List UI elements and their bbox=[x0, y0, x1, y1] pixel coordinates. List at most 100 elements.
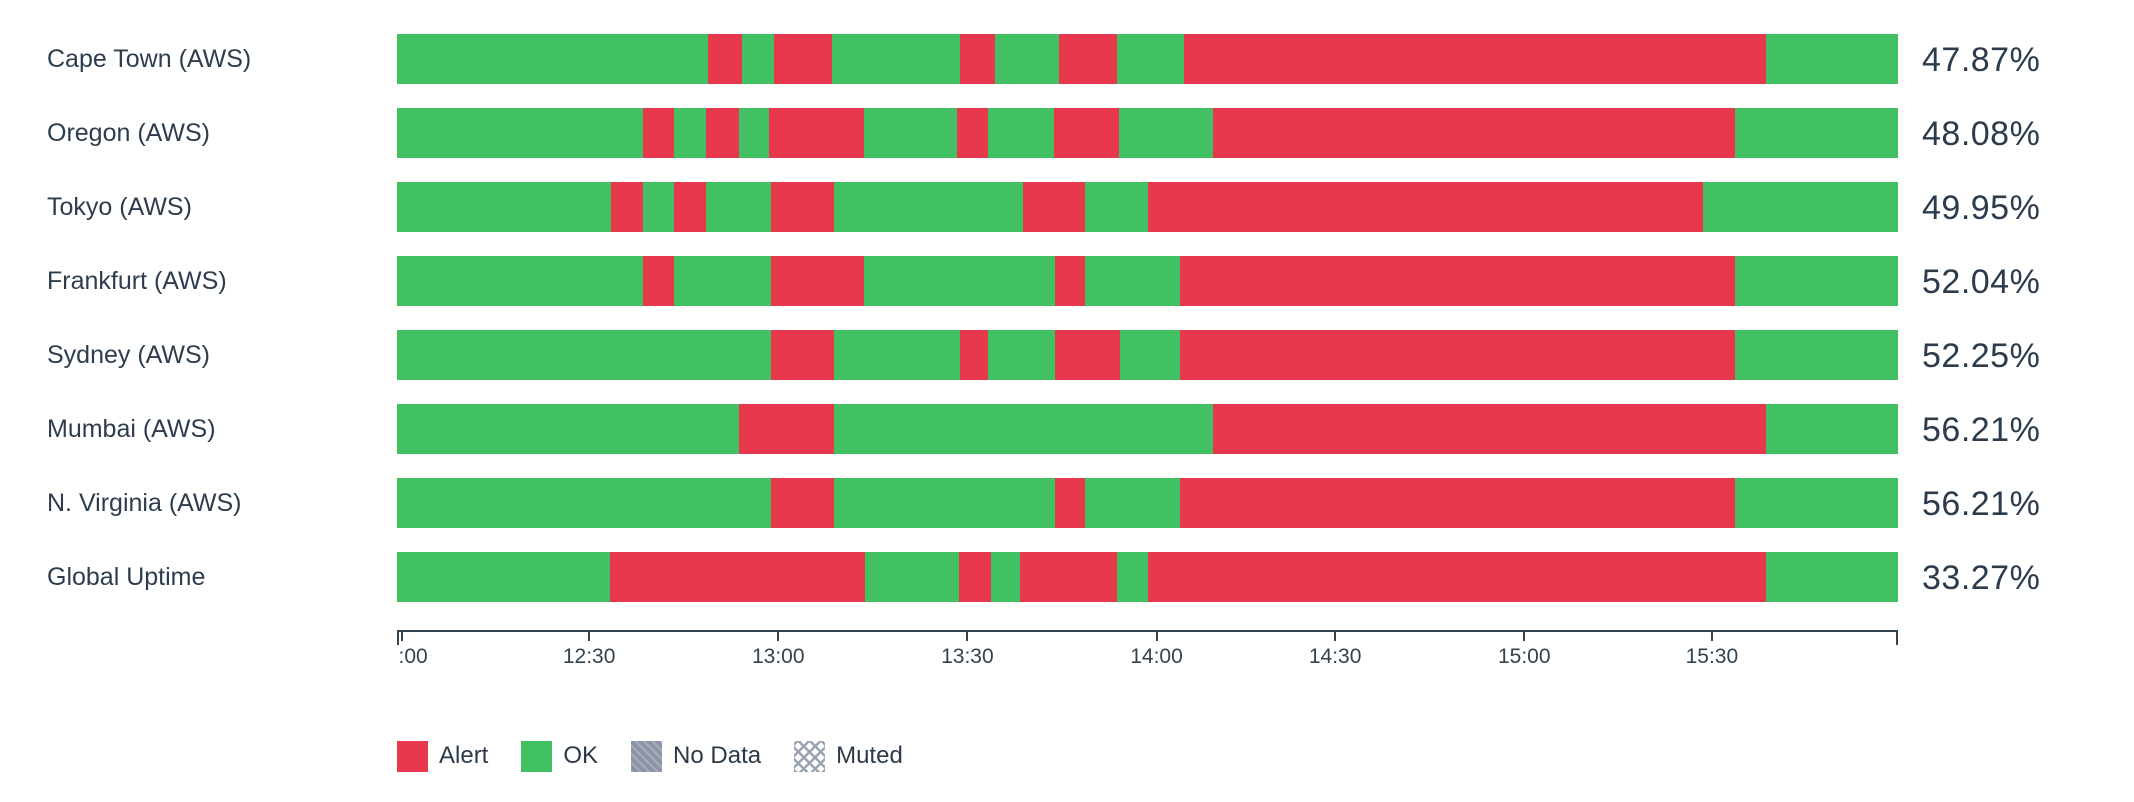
x-axis-tick-label: 14:30 bbox=[1308, 645, 1362, 668]
bar-segment-alert[interactable] bbox=[1054, 478, 1086, 528]
bar-segment-ok[interactable] bbox=[1735, 256, 1898, 306]
bar-segment-alert[interactable] bbox=[771, 330, 835, 380]
uptime-bar[interactable] bbox=[397, 552, 1898, 602]
bar-segment-ok[interactable] bbox=[397, 552, 610, 602]
uptime-bar[interactable] bbox=[397, 478, 1898, 528]
bar-segment-alert[interactable] bbox=[1148, 182, 1704, 232]
bar-segment-ok[interactable] bbox=[1085, 182, 1149, 232]
bar-segment-ok[interactable] bbox=[834, 404, 1213, 454]
bar-segment-ok[interactable] bbox=[834, 330, 960, 380]
bar-segment-ok[interactable] bbox=[1703, 182, 1898, 232]
bar-segment-alert[interactable] bbox=[1212, 108, 1736, 158]
bar-segment-ok[interactable] bbox=[1117, 552, 1149, 602]
legend-label: Alert bbox=[439, 742, 489, 769]
bar-segment-alert[interactable] bbox=[1180, 478, 1736, 528]
bar-segment-alert[interactable] bbox=[959, 34, 995, 84]
row-label: Oregon (AWS) bbox=[47, 119, 211, 147]
bar-segment-ok[interactable] bbox=[674, 256, 772, 306]
bar-segment-ok[interactable] bbox=[1119, 108, 1213, 158]
x-axis-tick-label: :00 bbox=[398, 645, 428, 668]
bar-segment-ok[interactable] bbox=[643, 182, 675, 232]
bar-segment-alert[interactable] bbox=[1180, 330, 1736, 380]
x-axis-tick bbox=[1523, 632, 1526, 641]
bar-segment-ok[interactable] bbox=[742, 34, 774, 84]
bar-segment-alert[interactable] bbox=[1054, 256, 1086, 306]
bar-segment-alert[interactable] bbox=[643, 256, 675, 306]
bar-segment-ok[interactable] bbox=[397, 34, 708, 84]
bar-segment-ok[interactable] bbox=[1116, 34, 1185, 84]
bar-segment-ok[interactable] bbox=[1085, 256, 1181, 306]
uptime-bar[interactable] bbox=[397, 330, 1898, 380]
bar-segment-ok[interactable] bbox=[1735, 478, 1898, 528]
bar-segment-ok[interactable] bbox=[834, 478, 1055, 528]
bar-segment-alert[interactable] bbox=[674, 182, 707, 232]
bar-segment-ok[interactable] bbox=[834, 182, 1023, 232]
row-label: Sydney (AWS) bbox=[47, 341, 211, 369]
bar-segment-alert[interactable] bbox=[959, 330, 989, 380]
x-axis-tick bbox=[966, 632, 969, 641]
bar-segment-ok[interactable] bbox=[864, 256, 1055, 306]
bar-segment-ok[interactable] bbox=[988, 330, 1055, 380]
bar-segment-alert[interactable] bbox=[738, 404, 835, 454]
bar-segment-alert[interactable] bbox=[609, 552, 866, 602]
uptime-bar[interactable] bbox=[397, 256, 1898, 306]
uptime-percent: 47.87% bbox=[1922, 41, 2041, 79]
bar-segment-alert[interactable] bbox=[1054, 108, 1120, 158]
bar-segment-ok[interactable] bbox=[1119, 330, 1181, 380]
bar-segment-ok[interactable] bbox=[988, 108, 1055, 158]
bar-segment-alert[interactable] bbox=[1019, 552, 1118, 602]
bar-segment-alert[interactable] bbox=[706, 108, 739, 158]
bar-segment-ok[interactable] bbox=[1766, 404, 1898, 454]
bar-segment-alert[interactable] bbox=[773, 34, 832, 84]
bar-segment-alert[interactable] bbox=[768, 108, 865, 158]
bar-segment-ok[interactable] bbox=[1085, 478, 1181, 528]
x-axis-tick bbox=[401, 632, 404, 641]
x-axis-line bbox=[397, 630, 1898, 632]
bar-segment-alert[interactable] bbox=[611, 182, 643, 232]
bar-segment-ok[interactable] bbox=[831, 34, 960, 84]
bar-segment-alert[interactable] bbox=[957, 108, 989, 158]
bar-segment-alert[interactable] bbox=[771, 256, 865, 306]
bar-segment-ok[interactable] bbox=[397, 330, 772, 380]
bar-segment-alert[interactable] bbox=[1148, 552, 1767, 602]
bar-segment-alert[interactable] bbox=[1058, 34, 1117, 84]
bar-segment-ok[interactable] bbox=[397, 478, 772, 528]
status-row: Sydney (AWS) 52.25% bbox=[0, 330, 2134, 380]
bar-segment-ok[interactable] bbox=[674, 108, 707, 158]
legend-item-ok[interactable]: OK bbox=[521, 740, 598, 772]
bar-segment-ok[interactable] bbox=[738, 108, 769, 158]
bar-segment-alert[interactable] bbox=[1212, 404, 1767, 454]
uptime-bar[interactable] bbox=[397, 404, 1898, 454]
legend-item-no_data[interactable]: No Data bbox=[631, 740, 761, 772]
uptime-bar[interactable] bbox=[397, 34, 1898, 84]
bar-segment-ok[interactable] bbox=[397, 256, 643, 306]
bar-segment-ok[interactable] bbox=[864, 108, 958, 158]
status-row: Frankfurt (AWS) 52.04% bbox=[0, 256, 2134, 306]
bar-segment-alert[interactable] bbox=[643, 108, 675, 158]
bar-segment-ok[interactable] bbox=[397, 404, 739, 454]
x-axis-tick bbox=[1155, 632, 1158, 641]
uptime-bar[interactable] bbox=[397, 108, 1898, 158]
legend-item-muted[interactable]: Muted bbox=[794, 740, 903, 772]
bar-segment-alert[interactable] bbox=[1184, 34, 1766, 84]
bar-segment-ok[interactable] bbox=[1735, 108, 1898, 158]
bar-segment-ok[interactable] bbox=[397, 108, 643, 158]
bar-segment-ok[interactable] bbox=[706, 182, 772, 232]
bar-segment-ok[interactable] bbox=[865, 552, 959, 602]
bar-segment-alert[interactable] bbox=[1054, 330, 1120, 380]
legend-item-alert[interactable]: Alert bbox=[397, 740, 489, 772]
bar-segment-ok[interactable] bbox=[994, 34, 1059, 84]
bar-segment-alert[interactable] bbox=[1180, 256, 1736, 306]
uptime-bar[interactable] bbox=[397, 182, 1898, 232]
bar-segment-alert[interactable] bbox=[958, 552, 992, 602]
bar-segment-ok[interactable] bbox=[397, 182, 612, 232]
bar-segment-alert[interactable] bbox=[708, 34, 743, 84]
bar-segment-ok[interactable] bbox=[1735, 330, 1898, 380]
status-row: Tokyo (AWS) 49.95% bbox=[0, 182, 2134, 232]
bar-segment-alert[interactable] bbox=[771, 182, 835, 232]
bar-segment-ok[interactable] bbox=[1766, 552, 1898, 602]
bar-segment-alert[interactable] bbox=[1022, 182, 1086, 232]
bar-segment-alert[interactable] bbox=[771, 478, 835, 528]
bar-segment-ok[interactable] bbox=[991, 552, 1020, 602]
bar-segment-ok[interactable] bbox=[1766, 34, 1898, 84]
